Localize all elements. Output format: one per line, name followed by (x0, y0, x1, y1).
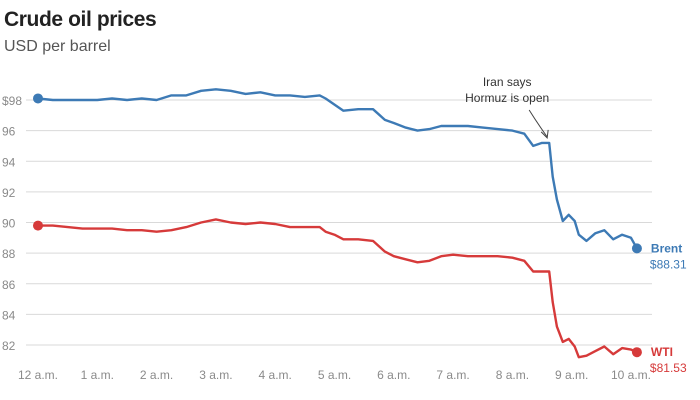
x-axis-ticks: 12 a.m. 1 a.m. 2 a.m. 3 a.m. 4 a.m. 5 a.m. 6 a… (18, 368, 651, 382)
end-point-wti (631, 347, 642, 358)
x-tick-label: 12 a.m. (18, 368, 58, 382)
x-tick-label: 9 a.m. (555, 368, 588, 382)
series-label-brent: Brent (651, 241, 682, 255)
y-tick-label: $98 (2, 94, 22, 108)
y-tick-label: 94 (2, 155, 16, 169)
annotation-arrow (528, 109, 548, 138)
annotation-text: Iran says (483, 75, 532, 89)
x-tick-label: 6 a.m. (377, 368, 410, 382)
series-line-brent (36, 88, 639, 250)
series-line-wti (36, 218, 639, 359)
y-tick-label: 84 (2, 308, 16, 322)
x-tick-label: 10 a.m. (611, 368, 651, 382)
start-point-brent (33, 93, 43, 104)
x-tick-label: 1 a.m. (81, 368, 114, 382)
x-tick-label: 3 a.m. (199, 368, 232, 382)
series-lines (33, 88, 642, 359)
gridlines (26, 99, 652, 346)
x-tick-label: 8 a.m. (496, 368, 529, 382)
start-point-wti (33, 220, 43, 231)
x-tick-label: 4 a.m. (259, 368, 292, 382)
y-tick-label: 82 (2, 339, 16, 353)
y-tick-label: 88 (2, 247, 16, 261)
series-value-brent: $88.31 (650, 257, 687, 271)
series-label-wti: WTI (651, 345, 673, 359)
x-tick-label: 5 a.m. (318, 368, 351, 382)
y-tick-label: 96 (2, 125, 16, 139)
y-axis-ticks: $98 96 94 92 90 88 86 84 82 (2, 94, 22, 353)
x-tick-label: 2 a.m. (140, 368, 173, 382)
series-value-wti: $81.53 (650, 361, 687, 375)
end-point-brent (631, 243, 642, 254)
annotation: Iran says Hormuz is open (465, 75, 549, 139)
y-tick-label: 86 (2, 278, 16, 292)
chart-title: Crude oil prices (4, 8, 157, 31)
annotation-arrowhead (540, 129, 549, 139)
y-tick-label: 90 (2, 217, 16, 231)
chart-subtitle: USD per barrel (4, 38, 111, 55)
series-end-labels: Brent $88.31 WTI $81.53 (650, 241, 687, 375)
y-tick-label: 92 (2, 186, 16, 200)
annotation-text: Hormuz is open (465, 91, 549, 105)
x-tick-label: 7 a.m. (436, 368, 469, 382)
